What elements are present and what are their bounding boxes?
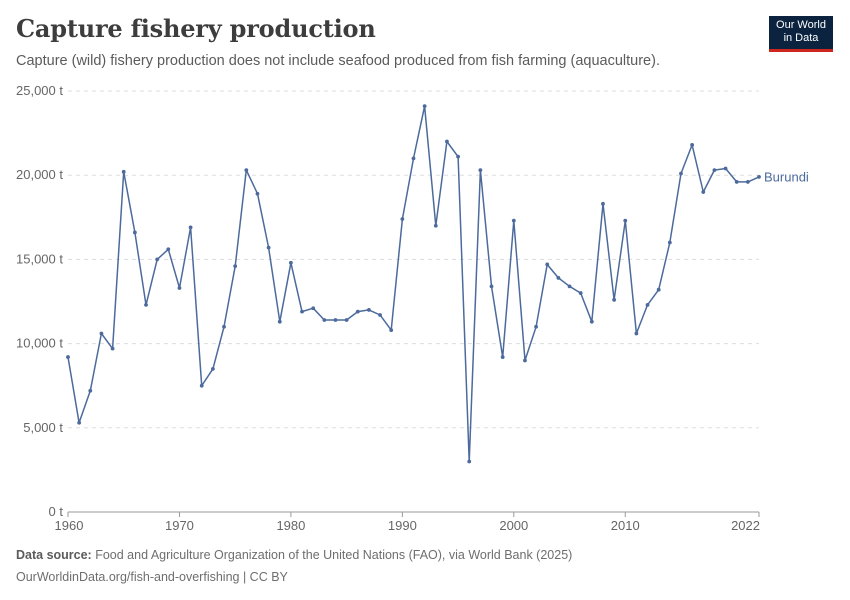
data-point [389,328,394,333]
data-point [222,324,226,329]
data-point [467,459,472,464]
x-tick-label: 1970 [165,518,194,533]
data-point [300,309,304,314]
data-point [155,257,160,262]
data-point [378,313,382,317]
y-tick-label: 25,000 t [16,83,63,98]
y-tick-label: 5,000 t [23,420,63,435]
data-point [701,190,706,194]
logo-line-2: in Data [783,32,819,44]
data-point [612,297,617,302]
y-tick-label: 0 t [49,504,64,519]
data-point [489,284,494,289]
data-point [132,230,137,235]
data-point [445,139,449,144]
data-point [333,318,338,322]
data-point [433,223,438,228]
data-point [244,168,249,173]
data-point [545,262,550,267]
data-point [567,284,572,289]
data-point [656,287,661,292]
data-point [556,276,561,280]
logo-line-1: Our World [776,19,826,31]
data-source-text: Food and Agriculture Organization of the… [95,548,573,562]
data-point [99,331,104,336]
y-tick-label: 10,000 t [16,336,63,351]
data-point [233,264,238,269]
data-point [690,142,695,147]
chart-title: Capture fishery production [16,14,376,43]
data-point [667,240,672,245]
data-point [322,318,327,322]
data-point [745,180,750,184]
series-label-burundi: Burundi [764,169,809,184]
data-point [422,104,427,109]
chart-subtitle: Capture (wild) fishery production does n… [16,53,660,69]
line-chart: 0 t 5,000 t 10,000 t 15,000 t 20,000 t 25,000… [16,83,809,533]
data-point [166,247,171,252]
data-point [199,383,204,388]
data-point [411,156,416,161]
data-point [534,324,538,329]
data-point [188,225,193,230]
data-point [712,168,717,173]
license-link[interactable]: OurWorldinData.org/fish-and-overfishing … [16,570,288,584]
owid-logo[interactable]: Our World in Data [769,16,833,52]
data-point [500,355,505,359]
data-point [210,366,215,371]
x-tick-label: 1960 [55,518,84,533]
data-point [478,168,483,173]
data-source: Data source: Food and Agriculture Organi… [16,548,572,562]
x-tick-label: 2010 [611,518,640,533]
data-point [645,302,650,307]
data-point [144,302,148,307]
data-point [121,169,126,174]
data-point [679,171,683,176]
y-tick-label: 20,000 t [16,167,63,182]
data-point [277,319,282,324]
data-point [523,358,527,363]
x-tick-label: 1990 [388,518,417,533]
data-point [400,217,405,221]
data-point [623,218,628,223]
data-point [266,245,271,250]
data-point [88,388,93,393]
data-point [589,319,594,324]
data-point [634,331,639,336]
data-point [77,420,82,425]
data-point [110,346,115,351]
data-point [66,355,70,359]
data-point [578,291,583,295]
data-point [177,286,182,290]
data-point [723,166,728,171]
y-tick-label: 15,000 t [16,251,63,266]
data-point [734,180,739,184]
data-point [511,218,516,223]
data-point [601,201,605,206]
data-point [355,309,360,314]
data-point [344,318,349,322]
data-point [367,308,371,312]
data-point [255,191,260,196]
x-tick-label: 2000 [499,518,528,533]
data-point [311,306,316,311]
data-point [757,174,761,179]
data-source-label: Data source: [16,548,92,562]
x-tick-label: 2022 [731,518,760,533]
data-point [289,260,293,265]
x-tick-label: 1980 [276,518,305,533]
data-point [456,154,460,159]
